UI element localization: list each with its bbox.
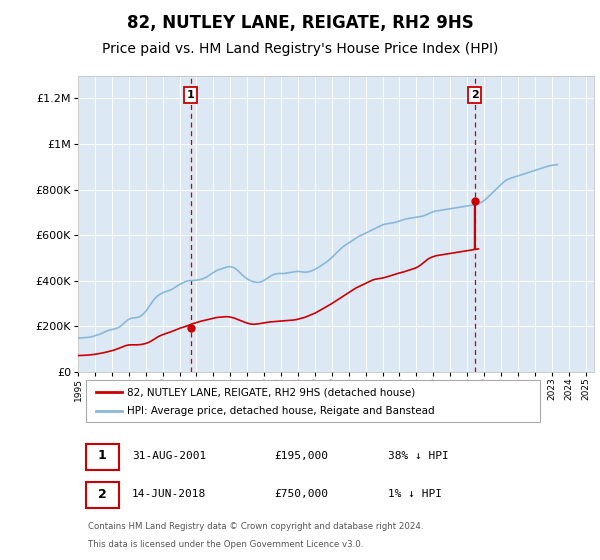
Text: 82, NUTLEY LANE, REIGATE, RH2 9HS: 82, NUTLEY LANE, REIGATE, RH2 9HS	[127, 14, 473, 32]
Text: HPI: Average price, detached house, Reigate and Banstead: HPI: Average price, detached house, Reig…	[127, 406, 434, 416]
FancyBboxPatch shape	[86, 444, 119, 470]
Text: Price paid vs. HM Land Registry's House Price Index (HPI): Price paid vs. HM Land Registry's House …	[102, 42, 498, 56]
Text: 14-JUN-2018: 14-JUN-2018	[132, 489, 206, 499]
Text: 38% ↓ HPI: 38% ↓ HPI	[388, 451, 448, 461]
Text: 1: 1	[187, 90, 194, 100]
Text: 31-AUG-2001: 31-AUG-2001	[132, 451, 206, 461]
Text: 1% ↓ HPI: 1% ↓ HPI	[388, 489, 442, 499]
Text: Contains HM Land Registry data © Crown copyright and database right 2024.: Contains HM Land Registry data © Crown c…	[88, 521, 424, 531]
Text: 1: 1	[98, 450, 107, 463]
FancyBboxPatch shape	[86, 380, 540, 422]
Text: £195,000: £195,000	[274, 451, 328, 461]
Text: This data is licensed under the Open Government Licence v3.0.: This data is licensed under the Open Gov…	[88, 540, 364, 549]
FancyBboxPatch shape	[86, 482, 119, 508]
Text: 2: 2	[98, 488, 107, 501]
Text: £750,000: £750,000	[274, 489, 328, 499]
Text: 2: 2	[471, 90, 479, 100]
Text: 82, NUTLEY LANE, REIGATE, RH2 9HS (detached house): 82, NUTLEY LANE, REIGATE, RH2 9HS (detac…	[127, 388, 415, 398]
